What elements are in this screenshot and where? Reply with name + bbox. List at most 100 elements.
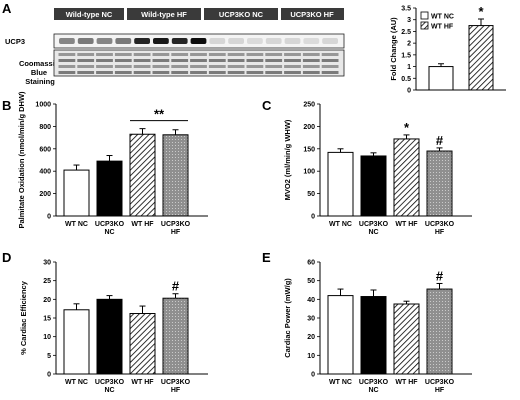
coomassie-blot-strip bbox=[53, 49, 345, 77]
bar bbox=[426, 288, 453, 375]
y-tick-label: 0.5 bbox=[401, 76, 411, 83]
coomassie-band bbox=[171, 53, 189, 56]
x-category-label-line: UCP3KO bbox=[425, 379, 455, 386]
x-category-label: WT HF bbox=[395, 379, 418, 386]
coomassie-band bbox=[246, 71, 264, 74]
bar bbox=[162, 297, 189, 375]
y-tick-label: 20 bbox=[307, 334, 315, 341]
y-tick-label: 100 bbox=[303, 169, 315, 176]
coomassie-band bbox=[284, 71, 301, 74]
y-tick-label: 20 bbox=[43, 297, 51, 304]
coomassie-band bbox=[190, 71, 207, 74]
blot-row-label-ucp3: UCP3 bbox=[5, 37, 25, 46]
y-tick-label: 25 bbox=[43, 278, 51, 285]
y-tick-label: 0 bbox=[47, 214, 51, 221]
x-category-label: UCP3KO HF bbox=[425, 379, 455, 394]
bar bbox=[360, 155, 387, 217]
bar bbox=[468, 25, 494, 91]
coomassie-label-line-3: Staining bbox=[25, 77, 55, 86]
bar bbox=[63, 169, 90, 217]
chart-cardiac-efficiency: 0 5 10 15 20 25 30 % Cardiac Efficiency WT NC UCP… bbox=[19, 260, 208, 394]
x-category-label: WT HF bbox=[131, 221, 154, 228]
blot-group-label-4: UCP3KO HF bbox=[290, 10, 334, 19]
coomassie-band bbox=[321, 65, 339, 68]
x-category-label: UCP3KO NC bbox=[359, 379, 389, 394]
x-category-label-line: WT NC bbox=[329, 379, 352, 386]
coomassie-band bbox=[58, 59, 76, 62]
coomassie-band bbox=[190, 59, 207, 62]
x-category-label: WT NC bbox=[65, 221, 88, 228]
coomassie-band bbox=[227, 53, 245, 56]
x-category-label-line: NC bbox=[368, 229, 378, 236]
coomassie-band bbox=[265, 53, 283, 56]
significance-marker: # bbox=[436, 133, 444, 148]
x-category-label: WT HF bbox=[131, 379, 154, 386]
bar bbox=[96, 298, 123, 375]
ucp3-bands bbox=[59, 38, 338, 44]
y-tick-label: 0 bbox=[311, 372, 315, 379]
x-category-label-line: HF bbox=[435, 387, 445, 394]
x-category-label: UCP3KO NC bbox=[95, 221, 125, 236]
ucp3-band bbox=[228, 38, 244, 44]
y-axis-label: MVO2 (ml/min/g WHW) bbox=[283, 119, 292, 200]
coomassie-band bbox=[133, 71, 151, 74]
bar bbox=[162, 134, 189, 217]
ucp3-band bbox=[115, 38, 132, 44]
significance-marker: * bbox=[404, 120, 410, 135]
coomassie-band bbox=[171, 59, 189, 62]
y-tick-label: 10 bbox=[43, 334, 51, 341]
ucp3-band bbox=[59, 38, 75, 44]
y-tick-label: 5 bbox=[47, 353, 51, 360]
coomassie-band bbox=[284, 53, 301, 56]
coomassie-band bbox=[227, 65, 245, 68]
coomassie-band bbox=[133, 59, 151, 62]
bar bbox=[63, 309, 90, 375]
bar bbox=[96, 160, 123, 217]
x-category-label-line: UCP3KO bbox=[359, 221, 389, 228]
ucp3-band bbox=[322, 38, 338, 44]
x-category-label: UCP3KO NC bbox=[359, 221, 389, 236]
legend-label: WT NC bbox=[431, 14, 454, 21]
legend-swatch bbox=[420, 11, 429, 20]
significance-marker: # bbox=[172, 279, 180, 294]
coomassie-band bbox=[114, 65, 132, 68]
coomassie-band bbox=[321, 71, 339, 74]
blot-group-bar-2 bbox=[127, 8, 201, 20]
coomassie-band bbox=[152, 65, 170, 68]
x-category-label-line: WT HF bbox=[131, 379, 154, 386]
coomassie-band bbox=[208, 71, 226, 74]
coomassie-band bbox=[133, 65, 151, 68]
x-category-label-line: WT HF bbox=[131, 221, 154, 228]
coomassie-band bbox=[302, 71, 320, 74]
coomassie-band bbox=[133, 53, 151, 56]
y-tick-label: 1 bbox=[407, 64, 411, 71]
panel-letter-c: C bbox=[262, 98, 272, 113]
y-tick-label: 10 bbox=[307, 353, 315, 360]
coomassie-band bbox=[114, 71, 132, 74]
ucp3-band bbox=[190, 38, 207, 44]
x-category-label-line: WT NC bbox=[65, 221, 88, 228]
ucp3-band bbox=[77, 38, 94, 44]
panel-letter-a: A bbox=[2, 1, 12, 16]
y-tick-label: 60 bbox=[307, 260, 315, 267]
x-category-label-line: UCP3KO bbox=[359, 379, 389, 386]
y-tick-label: 30 bbox=[43, 260, 51, 267]
x-category-label-line: HF bbox=[171, 387, 181, 394]
y-axis-label: Fold Change (AU) bbox=[389, 17, 398, 81]
coomassie-band bbox=[77, 59, 95, 62]
x-category-label: WT NC bbox=[65, 379, 88, 386]
x-category-label-line: HF bbox=[171, 229, 181, 236]
coomassie-band bbox=[321, 59, 339, 62]
significance-marker: ** bbox=[154, 107, 165, 122]
coomassie-band bbox=[77, 65, 95, 68]
significance-marker: * bbox=[478, 4, 484, 19]
coomassie-band bbox=[58, 65, 76, 68]
y-tick-label: 2 bbox=[407, 41, 411, 48]
ucp3-band bbox=[303, 38, 320, 44]
bar bbox=[393, 303, 420, 375]
coomassie-band bbox=[58, 71, 76, 74]
ucp3-band bbox=[96, 38, 113, 44]
ucp3-band bbox=[209, 38, 226, 44]
ucp3-band bbox=[153, 38, 169, 44]
x-category-label: UCP3KO NC bbox=[95, 379, 125, 394]
